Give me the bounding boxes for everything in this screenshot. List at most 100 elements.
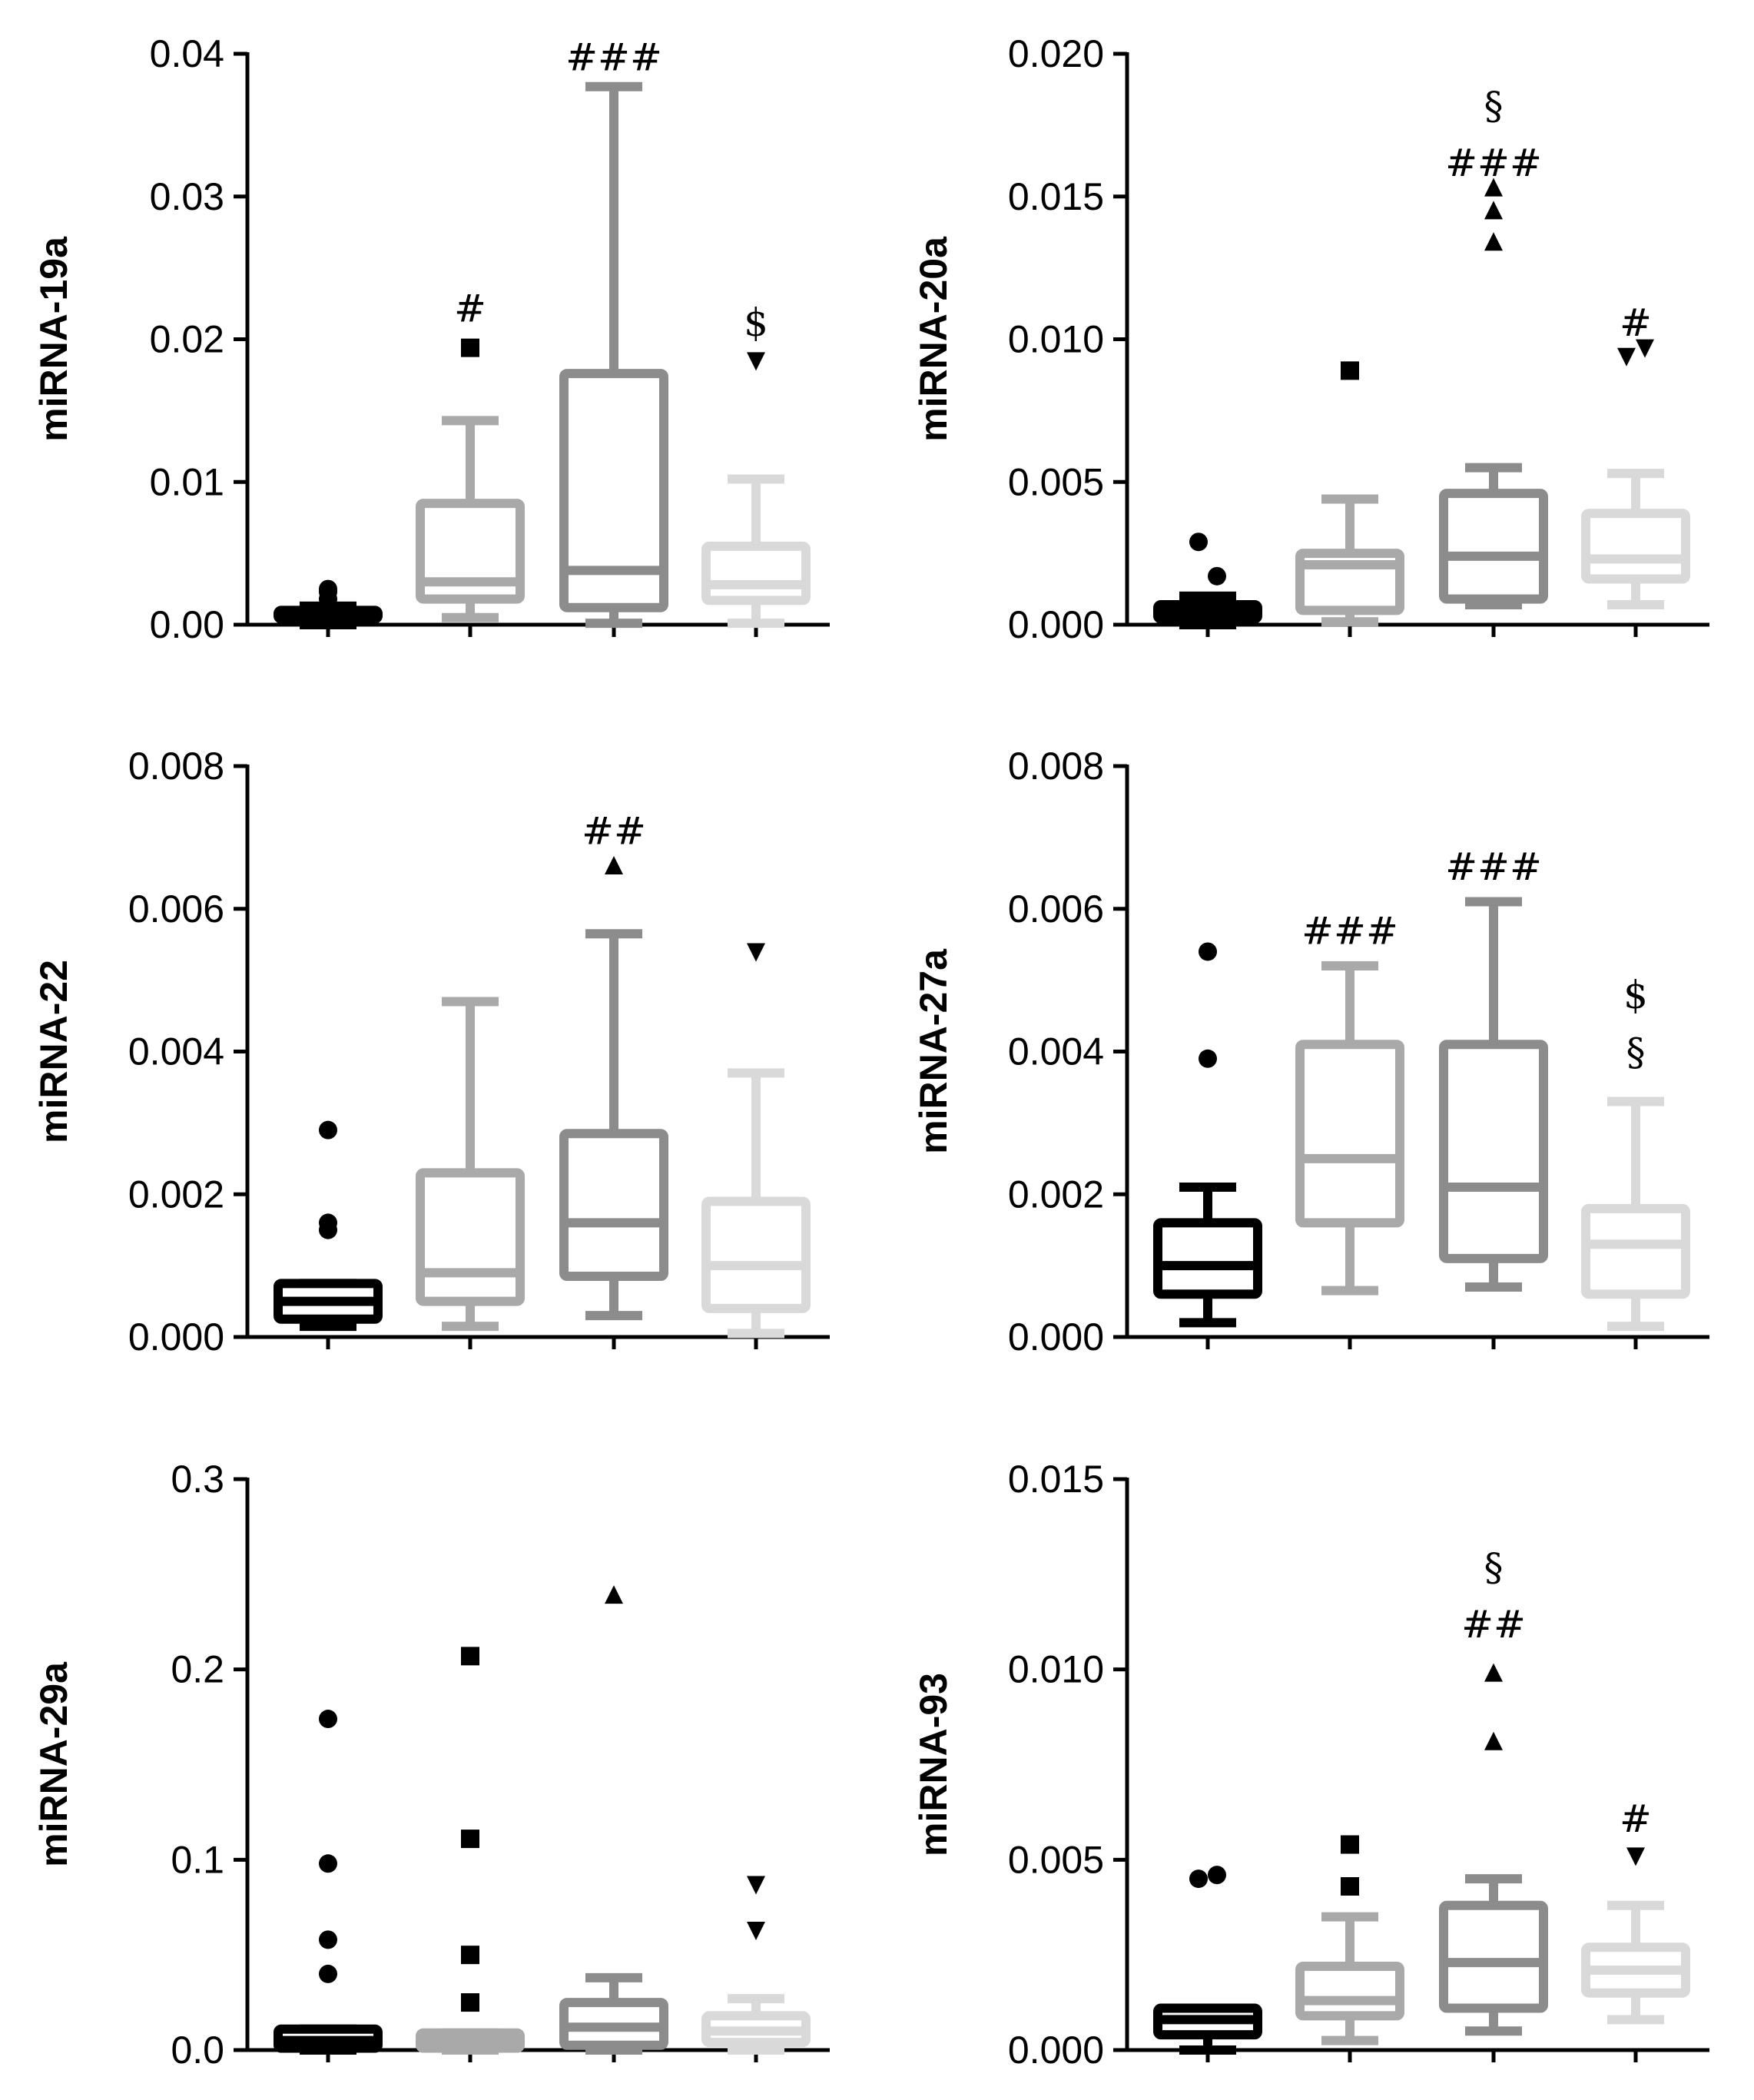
outlier-point [319,589,337,609]
box-group-4 [1581,1900,1690,2025]
y-axis-title: miRNA-22 [32,960,75,1143]
y-tick-label: 0.000 [1008,603,1104,646]
box-group-4 [701,474,811,629]
outlier-point [1199,1049,1217,1068]
y-tick-label: 0.006 [128,887,224,931]
box [1581,509,1690,584]
y-tick-label: 0.020 [1008,32,1104,75]
outlier-point [605,1585,623,1604]
box [1439,489,1548,604]
box [416,499,525,604]
outlier-point [1484,177,1503,197]
box-group-1 [1153,1182,1262,1328]
significance-label: ### [565,35,662,80]
y-tick-label: 0.02 [150,318,224,361]
outlier-point [747,1921,765,1940]
significance-label: # [1620,1796,1652,1841]
box-group-3 [1439,1874,1548,2036]
y-axis-title: miRNA-20a [912,236,955,442]
y-tick-label: 0.00 [150,603,224,646]
y-tick-label: 0.005 [1008,1838,1104,1881]
y-tick-label: 0.002 [1008,1173,1104,1216]
outlier-point [1189,532,1208,552]
outlier-point [461,1647,479,1666]
y-tick-label: 0.004 [1008,1030,1104,1073]
box-group-3 [559,1972,668,2055]
significance-label: ## [582,809,646,854]
y-tick-label: 0.015 [1008,175,1104,218]
outlier-point [461,1946,479,1965]
box [416,1168,525,1306]
significance-label: ### [1445,141,1542,185]
outlier-point [1617,347,1636,367]
box [1439,1900,1548,2013]
box-group-2 [1295,1912,1404,2045]
y-tick-label: 0.3 [171,1458,224,1501]
y-tick-label: 0.010 [1008,318,1104,361]
box-group-4 [1581,469,1690,609]
outlier-point [1199,942,1217,961]
y-tick-label: 0.03 [150,175,224,218]
significance-label: # [454,287,486,331]
box-group-2 [1295,961,1404,1295]
box-group-3 [1439,463,1548,609]
panel-mirna-29a: 0.0 0.1 0.2 0.3 miRNA-29a [32,1458,830,2072]
outlier-point [1484,201,1503,220]
significance-label: ### [1445,844,1542,889]
panel-mirna-27a: 0.000 0.002 0.004 0.006 0.008 miRNA-27a ### ###… [912,745,1709,1359]
box-group-4 [701,1068,811,1339]
outlier-point [1208,566,1226,586]
box [1295,1040,1404,1228]
significance-label: $ [744,300,768,345]
outlier-point [1626,1847,1645,1866]
y-tick-label: 0.006 [1008,887,1104,931]
box [1295,1962,1404,2021]
outlier-point [1484,1731,1503,1750]
box [559,1129,668,1282]
y-tick-label: 0.005 [1008,460,1104,503]
box-group-3 [559,929,668,1321]
significance-label: ### [1301,909,1398,954]
panel-mirna-22: 0.000 0.002 0.004 0.006 0.008 miRNA-22 ## [32,745,830,1359]
outlier-point [605,856,623,875]
box-group-2 [1295,494,1404,627]
y-axis-title: miRNA-27a [912,948,955,1154]
y-tick-label: 0.000 [1008,1315,1104,1359]
significance-label: § [1484,84,1504,128]
outlier-point [747,943,765,962]
box-group-1 [1153,2003,1262,2055]
box-group-1 [274,2024,383,2055]
y-tick-label: 0.004 [128,1030,224,1073]
outlier-point [461,1993,479,2012]
significance-label: $ [1623,973,1648,1017]
outlier-point [319,1120,337,1140]
outlier-point [1341,361,1359,380]
y-tick-label: 0.2 [171,1648,224,1691]
significance-label: § [1626,1030,1646,1075]
box [701,1196,811,1313]
box-group-1 [274,601,383,629]
y-axis-title: miRNA-93 [912,1673,955,1856]
box-group-1 [1153,591,1262,629]
box [559,369,668,612]
outlier-point [461,1830,479,1849]
outlier-point [319,1854,337,1873]
box-group-3 [559,81,668,629]
outlier-point [319,1220,337,1239]
y-tick-label: 0.01 [150,460,224,503]
outlier-point [747,352,765,371]
box-group-2 [416,997,525,1332]
outlier-point [1636,339,1654,358]
outlier-point [747,1876,765,1895]
outlier-point [319,1930,337,1949]
box [1581,1203,1690,1299]
y-tick-label: 0.000 [128,1315,224,1359]
box-group-3 [1439,897,1548,1292]
outlier-point [1189,1869,1208,1889]
outlier-point [1208,1866,1226,1885]
significance-label: § [1484,1545,1504,1590]
